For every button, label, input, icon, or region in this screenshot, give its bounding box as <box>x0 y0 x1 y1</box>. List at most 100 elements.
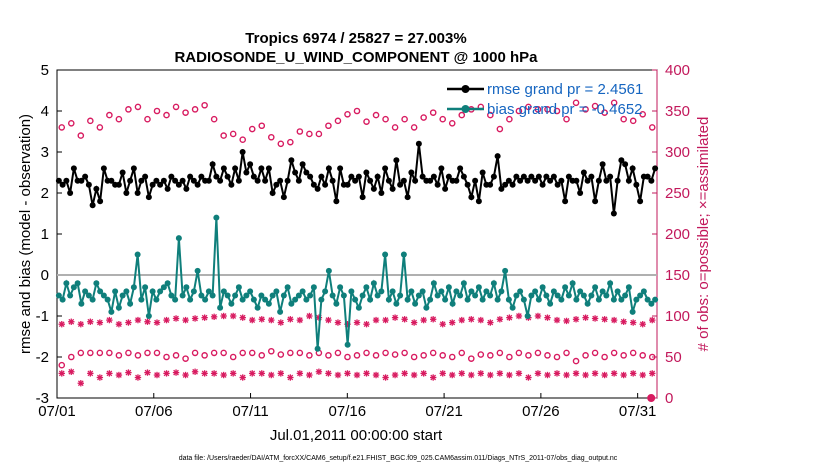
asterisk-stroke <box>249 370 256 377</box>
asterisk-stroke <box>535 370 541 377</box>
legend-bias-marker <box>461 105 470 113</box>
possible-obs-marker <box>553 353 561 361</box>
bias-point <box>254 304 261 311</box>
rmse-point <box>479 169 486 176</box>
assimilated-obs-marker <box>382 374 389 381</box>
bias-point <box>475 284 482 291</box>
assimilated-obs-marker <box>610 370 618 377</box>
possible-obs-marker <box>477 351 485 358</box>
rmse-point <box>622 161 629 168</box>
rmse-point <box>284 177 291 184</box>
rmse-point <box>142 173 149 180</box>
rmse-point <box>78 177 85 184</box>
possible-obs-marker <box>296 128 304 135</box>
bias-point <box>374 292 381 299</box>
bias-point <box>307 292 314 299</box>
assimilated-obs-marker <box>372 371 380 379</box>
asterisk-stroke <box>344 370 351 377</box>
asterisk-stroke <box>306 372 313 378</box>
bias-point <box>599 288 606 295</box>
rmse-point <box>618 157 625 164</box>
asterisk-stroke <box>649 370 656 377</box>
assimilated-obs-marker <box>258 370 265 377</box>
asterisk-stroke <box>296 317 303 323</box>
asterisk-stroke <box>96 319 103 326</box>
possible-obs-marker <box>534 106 542 113</box>
possible-obs-marker <box>629 349 637 357</box>
bias-point <box>292 296 299 303</box>
possible-obs-marker <box>591 349 599 357</box>
assimilated-obs-marker <box>429 316 437 323</box>
rmse-point <box>303 169 310 176</box>
rmse-point <box>374 173 381 180</box>
bias-point <box>93 280 100 287</box>
x-axis: 07/01 07/06 07/11 07/16 07/21 07/26 07/31 <box>38 393 656 420</box>
assimilated-obs-marker <box>601 316 608 323</box>
possible-obs-marker <box>306 352 313 359</box>
bias-point <box>142 284 149 291</box>
bias-point <box>172 296 179 303</box>
possible-obs-marker <box>515 349 523 357</box>
rmse-point <box>397 181 404 188</box>
assimilated-obs-marker <box>591 370 599 377</box>
rmse-point <box>370 185 377 192</box>
assimilated-obs-marker <box>296 316 304 324</box>
asterisk-stroke <box>592 370 598 377</box>
bias-point <box>119 292 126 299</box>
assimilated-obs-marker <box>391 314 399 321</box>
bias-point <box>622 292 629 299</box>
rmse-point <box>652 165 659 172</box>
asterisk-stroke <box>87 370 94 377</box>
assimilated-obs-marker <box>325 316 332 324</box>
data-file-footnote: data file: /Users/raeder/DAI/ATM_forcXX/… <box>179 455 618 462</box>
possible-obs-marker <box>210 115 218 123</box>
rmse-point <box>183 185 190 192</box>
rmse-point <box>220 165 227 172</box>
possible-obs-marker <box>296 349 304 357</box>
rmse-point <box>145 194 152 201</box>
asterisk-stroke <box>135 374 141 381</box>
bias-point <box>517 288 524 295</box>
bias-point <box>179 292 186 299</box>
asterisk-stroke <box>420 317 427 323</box>
assimilated-obs-marker <box>572 370 580 377</box>
rmse-point <box>565 173 572 180</box>
assimilated-obs-marker <box>77 321 85 328</box>
asterisk-stroke <box>106 370 113 377</box>
possible-obs-marker <box>58 361 66 369</box>
bias-point <box>532 288 539 295</box>
rmse-point <box>382 165 389 172</box>
possible-obs-marker <box>87 117 94 125</box>
left-axis: -3 -2 -1 0 1 2 3 4 5 <box>36 62 62 407</box>
y-tick-label-right: 100 <box>665 308 690 325</box>
possible-obs-marker <box>610 349 618 357</box>
y-tick-label-left: 1 <box>41 226 49 243</box>
assimilated-obs-marker <box>220 371 227 379</box>
rmse-point <box>292 169 299 176</box>
bias-point <box>633 296 640 303</box>
bias-point <box>247 288 254 295</box>
asterisk-stroke <box>620 318 627 325</box>
possible-obs-marker <box>420 352 427 359</box>
asterisk-stroke <box>239 314 246 321</box>
assimilated-obs-marker <box>96 319 104 326</box>
rmse-point <box>547 177 554 184</box>
asterisk-stroke <box>163 317 170 323</box>
bias-point <box>625 284 632 291</box>
asterisk-stroke <box>354 372 360 378</box>
x-tick-label: 07/21 <box>425 403 463 420</box>
assimilated-obs-marker <box>210 313 218 321</box>
asterisk-stroke <box>392 314 398 321</box>
rmse-point <box>190 177 197 184</box>
asterisk-stroke <box>220 313 227 319</box>
rmse-point <box>577 190 584 196</box>
bias-point <box>524 313 531 319</box>
asterisk-stroke <box>173 369 179 376</box>
bias-point <box>243 292 250 299</box>
bias-point <box>295 292 302 299</box>
asterisk-stroke <box>268 317 275 323</box>
bias-point <box>239 296 246 303</box>
possible-obs-marker <box>220 349 227 357</box>
asterisk-stroke <box>487 372 494 378</box>
bias-point <box>153 296 160 303</box>
